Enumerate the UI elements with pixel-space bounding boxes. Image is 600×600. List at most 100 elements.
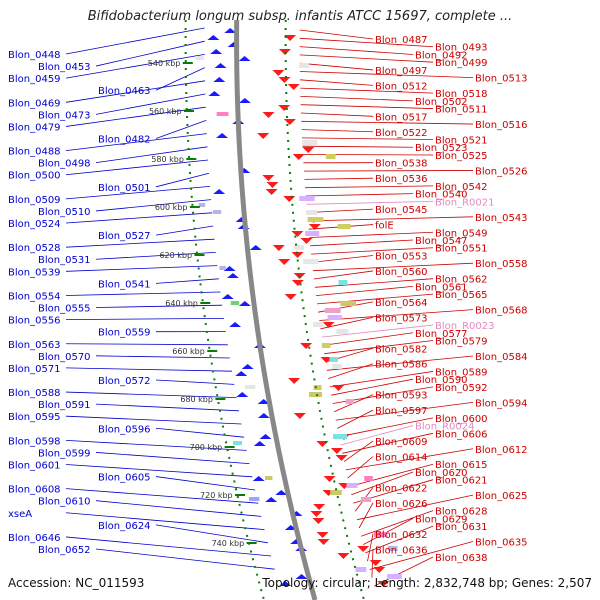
left-gene-label: Blon_0596 — [98, 424, 151, 435]
left-gene-label: Blon_0595 — [8, 412, 61, 423]
feature-arrow-plus — [272, 70, 285, 76]
feature-arrow-plus — [373, 567, 386, 573]
right-gene-label: Blon_0635 — [475, 538, 528, 549]
right-gene-label: Blon_0631 — [435, 522, 488, 533]
leader-line — [307, 208, 374, 213]
scale-label: 720 kbp — [200, 491, 233, 500]
feature-arrow-minus — [238, 301, 251, 306]
genome-backbone — [234, 19, 318, 600]
left-gene-label: Blon_0469 — [8, 98, 61, 109]
left-gene-label: Blon_0539 — [8, 267, 61, 278]
leader-line — [95, 452, 250, 464]
leader-line — [301, 137, 434, 140]
right-gene-label: Blon_0592 — [435, 383, 488, 394]
right-gene-label: Blon_0629 — [415, 514, 468, 525]
right-gene-label: Blon_0589 — [435, 367, 488, 378]
leader-line — [299, 71, 474, 79]
feature-block — [387, 574, 402, 579]
right-gene-label: Blon_R0024 — [415, 422, 475, 433]
left-gene-label: Blon_0501 — [98, 183, 151, 194]
scale-ticks: 540 kbp 560 kbp 580 kbp 600 kbp 620 kbp 640 k… — [148, 19, 365, 600]
feature-block — [355, 567, 367, 572]
feature-arrow-plus — [291, 231, 304, 237]
feature-block — [299, 196, 315, 201]
left-gene-label: Blon_0528 — [8, 243, 61, 254]
leader-line — [65, 536, 272, 557]
feature-tracks — [195, 28, 402, 587]
leader-line — [349, 463, 434, 487]
feature-arrow-minus — [213, 189, 226, 194]
leader-line — [343, 440, 374, 462]
feature-arrow-plus — [312, 518, 325, 524]
feature-arrow-plus — [284, 294, 297, 300]
right-gene-label: Blon_0590 — [415, 375, 468, 386]
feature-arrow-plus — [313, 504, 326, 510]
feature-arrow-plus — [291, 252, 304, 258]
feature-arrow-plus — [302, 147, 315, 153]
leader-line — [65, 488, 259, 504]
leader-line — [315, 286, 414, 296]
feature-arrow-plus — [377, 581, 390, 587]
right-gene-label: Blon_0614 — [375, 452, 428, 463]
leader-line — [155, 225, 214, 236]
left-gene-label: Blon_0601 — [8, 460, 61, 471]
left-gene-label: Blon_0488 — [8, 147, 61, 158]
left-gene-label: xseA — [8, 509, 32, 520]
leader-line — [340, 425, 414, 446]
right-gene-label: Blon_0625 — [475, 491, 528, 502]
leader-line — [300, 87, 434, 94]
feature-arrow-minus — [295, 574, 308, 579]
right-gene-label: Blon_0577 — [415, 329, 468, 340]
feature-arrow-minus — [265, 497, 278, 502]
right-gene-label: Blon_0487 — [375, 35, 428, 46]
right-gene-label: Blon_0562 — [435, 275, 488, 286]
feature-arrow-minus — [214, 63, 227, 68]
accession-text: Accession: NC_011593 — [8, 576, 145, 590]
right-gene-label: Blon_0584 — [475, 352, 528, 363]
scale-label: 620 kbp — [159, 251, 192, 260]
feature-arrow-plus — [262, 175, 275, 181]
leader-line — [65, 318, 224, 321]
feature-block — [364, 476, 373, 481]
scale-label: 580 kbp — [151, 155, 184, 164]
feature-block — [307, 217, 324, 222]
feature-block — [329, 357, 338, 362]
leader-line — [65, 439, 247, 451]
feature-arrow-plus — [369, 560, 382, 566]
right-gene-label: Blon_0620 — [415, 468, 468, 479]
right-gene-label: Blon_0573 — [375, 313, 428, 324]
right-gene-label: Blon_0549 — [435, 228, 488, 239]
feature-arrow-plus — [283, 196, 296, 202]
feature-arrow-minus — [259, 434, 272, 439]
feature-block — [198, 203, 206, 207]
leader-line — [301, 120, 474, 125]
leader-line — [95, 199, 212, 212]
leader-line — [65, 343, 228, 346]
leader-line — [306, 200, 434, 205]
leader-line — [324, 340, 434, 355]
right-gene-label: Blon_0512 — [375, 81, 428, 92]
feature-block — [333, 434, 347, 439]
left-gene-label: Blon_0463 — [98, 86, 151, 97]
feature-block — [212, 210, 222, 214]
right-gene-label: Blon_0493 — [435, 43, 488, 54]
scale-label: 680 kbp — [180, 395, 213, 404]
feature-block — [299, 63, 310, 68]
left-gene-label: Blon_0554 — [8, 291, 61, 302]
leader-line — [155, 67, 205, 91]
feature-block — [305, 231, 320, 236]
leader-line — [300, 112, 374, 117]
leader-line — [299, 29, 374, 40]
feature-arrow-plus — [357, 546, 370, 552]
outer-guide-track — [284, 19, 365, 600]
scale-label: 640 kbp — [165, 299, 198, 308]
feature-block — [309, 392, 323, 397]
feature-block — [324, 308, 341, 313]
leader-line — [65, 106, 206, 127]
feature-arrow-minus — [224, 28, 237, 33]
feature-arrow-plus — [337, 553, 350, 559]
leader-line — [338, 417, 434, 438]
feature-arrow-plus — [278, 77, 291, 83]
leader-line — [95, 403, 239, 412]
